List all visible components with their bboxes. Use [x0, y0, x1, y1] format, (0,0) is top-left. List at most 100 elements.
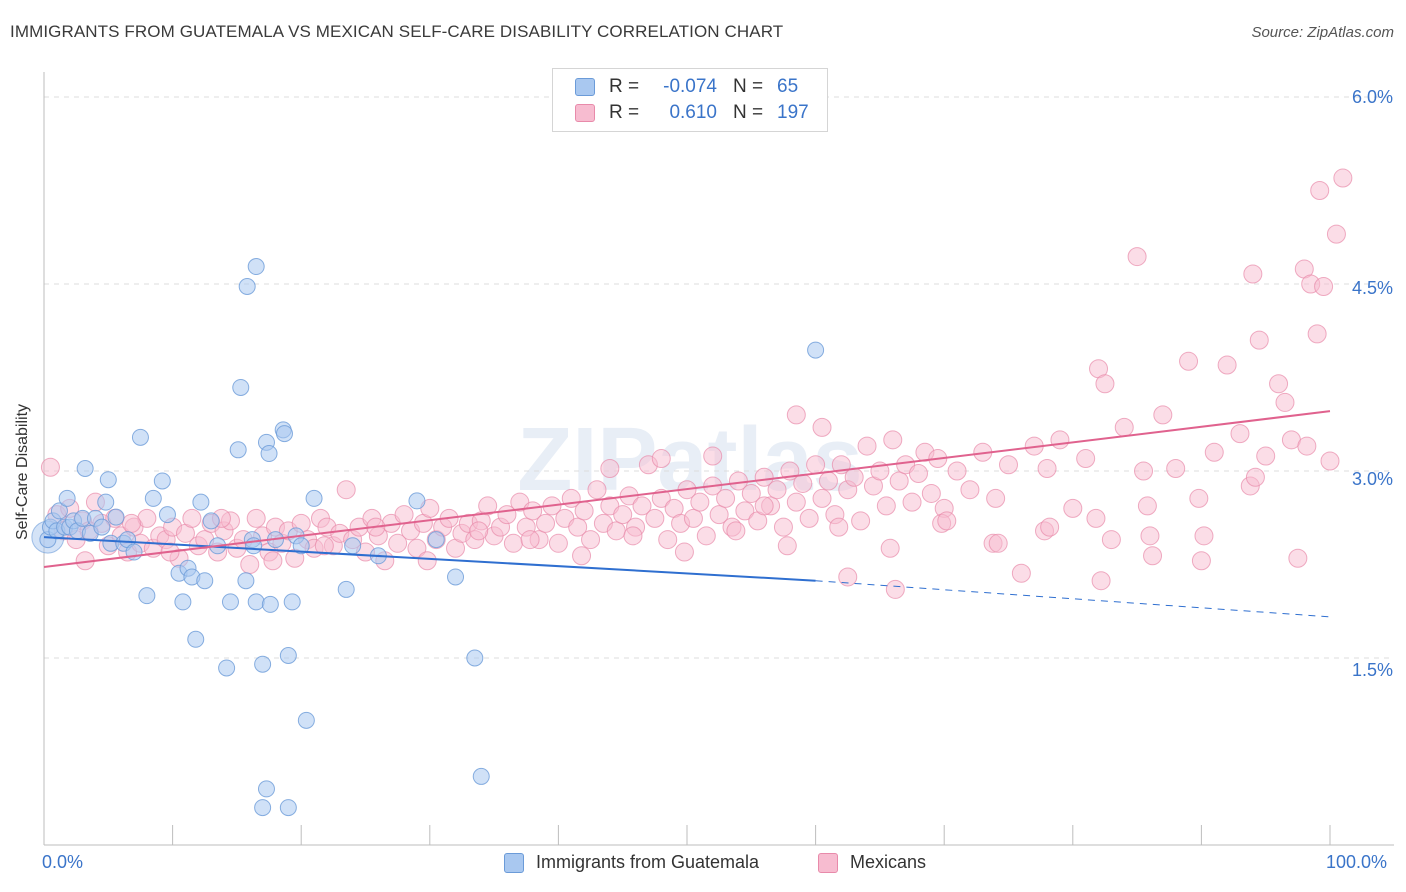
guatemala-point — [466, 649, 484, 667]
guatemala-point — [297, 711, 315, 729]
mexicans-point — [246, 508, 266, 528]
mexicans-point — [182, 508, 202, 528]
guatemala-point — [93, 518, 111, 536]
guatemala-point — [221, 593, 239, 611]
guatemala-point — [153, 472, 171, 490]
mexicans-point — [1153, 405, 1173, 425]
mexicans-point — [1101, 530, 1121, 550]
mexicans-point — [1134, 461, 1154, 481]
mexicans-point — [1095, 374, 1115, 394]
mexicans-swatch — [575, 104, 595, 122]
guatemala-point — [344, 537, 362, 555]
mexicans-point — [1037, 459, 1057, 479]
guatemala-point — [196, 572, 214, 590]
mexicans-point — [632, 496, 652, 516]
guatemala-point — [218, 659, 236, 677]
mexicans-point — [1143, 546, 1163, 566]
trend-lines — [43, 410, 1331, 618]
y-tick-label: 6.0% — [1352, 87, 1394, 107]
mexicans-point — [1050, 430, 1070, 450]
mexicans-point — [1194, 526, 1214, 546]
mexicans-point — [478, 496, 498, 516]
mexicans-point — [1326, 224, 1346, 244]
mexicans-point — [1243, 264, 1263, 284]
mexicans-point — [263, 551, 283, 571]
mexicans-point — [469, 521, 489, 541]
mexicans-point — [1320, 451, 1340, 471]
mexicans-point — [709, 505, 729, 525]
mexicans-point — [773, 517, 793, 537]
mexicans-point — [240, 555, 260, 574]
mexicans-point — [829, 517, 849, 537]
mexicans-point — [1245, 467, 1265, 487]
mexicans-point — [908, 463, 928, 483]
n-value: 65 — [777, 76, 799, 97]
mexicans-point — [999, 455, 1018, 475]
guatemala-point — [107, 508, 125, 526]
legend-row-mexicans: R = 0.610 N = 197 — [575, 100, 809, 126]
x-tick-label: 0.0% — [42, 852, 84, 872]
guatemala-point — [158, 506, 176, 524]
legend-label: Immigrants from Guatemala — [536, 852, 760, 872]
guatemala-point — [138, 587, 156, 605]
mexicans-point — [902, 492, 922, 512]
mexicans-point — [394, 505, 414, 525]
mexicans-point — [812, 488, 832, 508]
mexicans-point — [960, 480, 980, 500]
legend-item-guatemala: Immigrants from Guatemala — [504, 852, 759, 873]
mexicans-point — [857, 436, 877, 456]
guatemala-swatch — [504, 852, 524, 873]
guatemala-point — [807, 341, 825, 359]
guatemala-point — [144, 489, 162, 507]
mexicans-point — [1076, 449, 1096, 469]
guatemala-point — [279, 799, 297, 817]
mexicans-point — [121, 513, 141, 533]
mexicans-point — [1091, 571, 1111, 591]
legend-item-mexicans: Mexicans — [818, 852, 926, 873]
guatemala-point — [472, 767, 490, 785]
guatemala-trend-line — [43, 536, 816, 582]
guatemala-trend-extension — [815, 580, 1331, 618]
mexicans-point — [812, 417, 832, 437]
mexicans-point — [1204, 442, 1224, 462]
guatemala-point — [202, 512, 220, 530]
guatemala-point — [305, 489, 323, 507]
y-tick-label: 1.5% — [1352, 660, 1394, 680]
mexicans-point — [851, 511, 871, 531]
mexicans-point — [988, 533, 1008, 553]
guatemala-point — [131, 428, 149, 446]
mexicans-point — [741, 483, 761, 503]
mexicans-point — [1063, 498, 1083, 518]
guatemala-point — [427, 531, 445, 549]
mexicans-point — [683, 508, 703, 528]
mexicans-point — [1179, 351, 1199, 371]
mexicans-point — [1307, 324, 1327, 344]
guatemala-point — [187, 630, 205, 648]
guatemala-point — [260, 445, 278, 463]
axes — [43, 72, 1394, 846]
mexicans-point — [1333, 168, 1353, 188]
guatemala-point — [247, 258, 265, 276]
mexicans-point — [658, 530, 678, 550]
mexicans-point — [716, 488, 736, 508]
mexicans-point — [1127, 247, 1147, 267]
mexicans-point — [1011, 563, 1031, 583]
guatemala-point — [247, 593, 265, 611]
mexicans-point — [1256, 446, 1276, 466]
r-label: R = — [609, 76, 640, 97]
guatemala-point — [292, 537, 310, 555]
mexicans-point — [885, 579, 905, 599]
mexicans-point — [947, 461, 967, 481]
guatemala-point — [254, 799, 272, 817]
mexicans-point — [889, 471, 909, 491]
guatemala-point — [408, 492, 426, 510]
mexicans-swatch — [818, 852, 838, 873]
mexicans-point — [503, 533, 523, 553]
mexicans-point — [587, 480, 607, 500]
guatemala-point — [232, 378, 250, 396]
guatemala-point — [254, 655, 272, 673]
mexicans-point — [651, 449, 671, 469]
n-value: 197 — [777, 102, 809, 123]
mexicans-point — [613, 505, 633, 525]
mexicans-point — [754, 496, 774, 516]
